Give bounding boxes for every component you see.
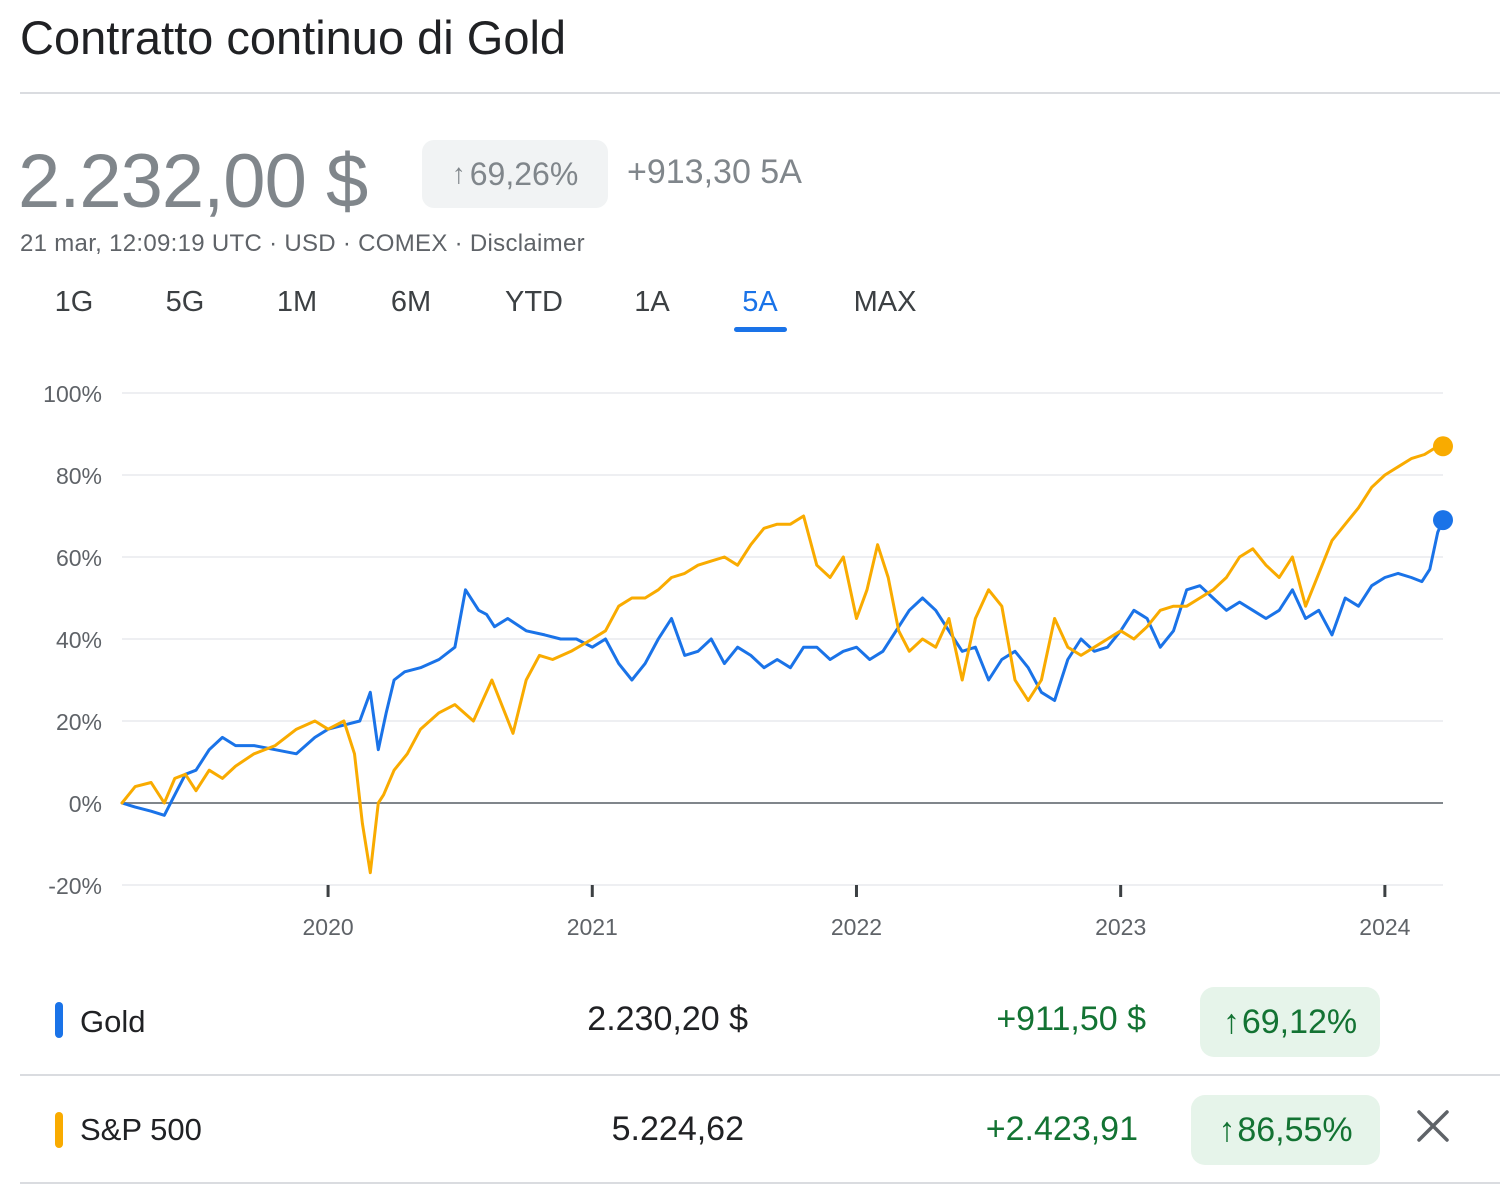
tab-max[interactable]: MAX xyxy=(853,286,917,318)
comparison-line-chart: -20% 0% 20% 40% 60% 80% 100% 2020 2021 2022 2023 20… xyxy=(43,381,1453,940)
change-percent-value: 69,26% xyxy=(469,155,579,192)
y-tick-label: 60% xyxy=(56,545,102,571)
x-tick-label: 2021 xyxy=(567,914,618,940)
sp500-series-line xyxy=(120,444,1445,875)
y-tick-label: 40% xyxy=(56,627,102,653)
arrow-up-icon: ↑ xyxy=(451,158,466,189)
quote-meta-text: 21 mar, 12:09:19 UTC · USD · COMEX · xyxy=(20,230,470,257)
gold-change: +911,50 $ xyxy=(996,1000,1146,1038)
y-tick-label: 0% xyxy=(69,791,102,817)
tab-6m[interactable]: 6M xyxy=(390,286,432,318)
sp500-endpoint-dot xyxy=(1433,436,1453,457)
disclaimer-link[interactable]: Disclaimer xyxy=(469,230,585,257)
legend-row-sp500: S&P 500 5.224,62 +2.423,91 ↑ 86,55% xyxy=(20,1076,1500,1184)
gold-endpoint-dot xyxy=(1433,510,1453,531)
x-tick-label: 2024 xyxy=(1359,914,1410,940)
sp500-color-swatch xyxy=(55,1112,63,1148)
current-price: 2.232,00 $ xyxy=(18,139,368,224)
y-tick-label: 20% xyxy=(56,709,102,735)
y-tick-label: 80% xyxy=(56,463,102,489)
quote-meta: 21 mar, 12:09:19 UTC · USD · COMEX · Dis… xyxy=(20,230,585,258)
remove-comparison-close-icon[interactable] xyxy=(1413,1106,1453,1146)
title-divider xyxy=(20,92,1500,94)
change-absolute: +913,30 5A xyxy=(627,153,802,191)
sp500-percent-badge: ↑ 86,55% xyxy=(1191,1095,1380,1165)
change-percent-badge: ↑ 69,26% xyxy=(422,140,608,208)
gold-color-swatch xyxy=(55,1002,63,1038)
range-tabs: 1G 5G 1M 6M YTD 1A 5A MAX xyxy=(0,286,1000,336)
sp500-name: S&P 500 xyxy=(80,1112,202,1147)
sp500-change: +2.423,91 xyxy=(985,1110,1138,1148)
gold-series-line xyxy=(120,518,1445,817)
tab-5a[interactable]: 5A xyxy=(742,286,778,318)
sp500-price: 5.224,62 xyxy=(611,1110,744,1148)
y-tick-label: 100% xyxy=(43,381,102,407)
gold-percent-badge: ↑ 69,12% xyxy=(1200,987,1380,1057)
x-tick-label: 2023 xyxy=(1095,914,1146,940)
tab-5g[interactable]: 5G xyxy=(165,286,205,318)
gold-price: 2.230,20 $ xyxy=(587,1000,748,1038)
page-title: Contratto continuo di Gold xyxy=(20,11,567,64)
gold-name: Gold xyxy=(80,1004,146,1039)
active-tab-indicator xyxy=(734,327,787,332)
tab-1g[interactable]: 1G xyxy=(54,286,94,318)
sp500-percent: 86,55% xyxy=(1237,1110,1353,1149)
arrow-up-icon: ↑ xyxy=(1222,1002,1240,1041)
gold-percent: 69,12% xyxy=(1241,1002,1358,1041)
x-tick-label: 2022 xyxy=(831,914,882,940)
tab-1a[interactable]: 1A xyxy=(634,286,670,318)
y-tick-label: -20% xyxy=(48,873,102,899)
tab-1m[interactable]: 1M xyxy=(276,286,318,318)
x-tick-label: 2020 xyxy=(302,914,353,940)
arrow-up-icon: ↑ xyxy=(1218,1110,1236,1149)
tab-ytd[interactable]: YTD xyxy=(505,286,563,318)
legend-row-gold: Gold 2.230,20 $ +911,50 $ ↑ 69,12% xyxy=(20,968,1500,1076)
